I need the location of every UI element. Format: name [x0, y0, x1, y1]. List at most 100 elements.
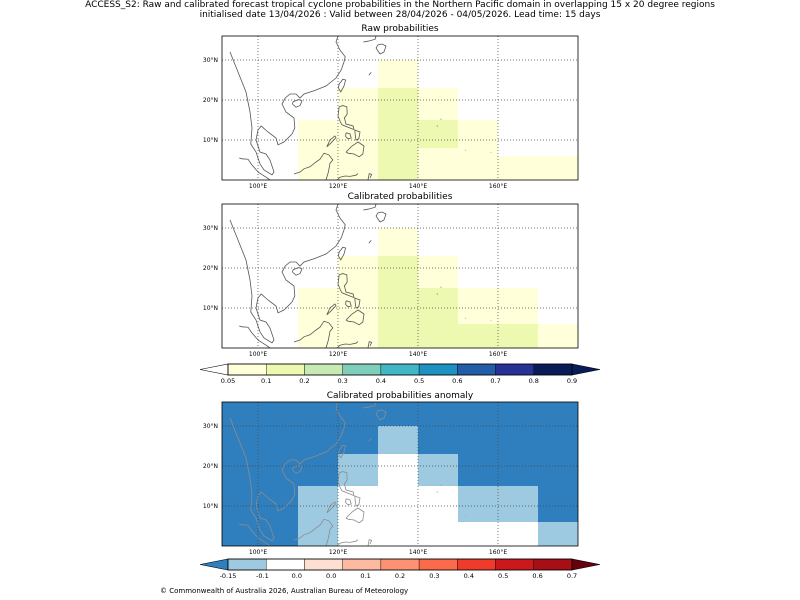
map-frame: [221, 35, 579, 181]
probability-cell: [338, 88, 378, 120]
coastline: [293, 152, 334, 180]
map-frame: [221, 401, 579, 547]
coastline: [337, 471, 355, 497]
coastline: [326, 135, 337, 148]
coastline: [363, 204, 377, 211]
colorbar-label: 0.9: [567, 377, 577, 385]
probability-cell: [538, 522, 578, 546]
coastline: [436, 125, 438, 127]
colorbar-segment: [227, 558, 267, 571]
coastline: [239, 523, 271, 546]
lon-tick-label: 120°E: [329, 183, 347, 190]
coastline: [345, 507, 365, 524]
colorbar-label: 0.1: [360, 572, 370, 580]
probability-cell: [538, 324, 578, 348]
coastline: [293, 518, 334, 546]
colorbar-under-extension: [199, 363, 229, 376]
coastline: [363, 36, 377, 43]
colorbar-label: 0.2: [299, 377, 309, 385]
coastline: [354, 495, 361, 507]
coastline: [336, 173, 359, 180]
map-panel-2: 100°E 120°E 140°E 160°E 10°N 20°N 30°N: [203, 203, 579, 358]
coastline: [368, 240, 372, 244]
colorbar-label: 0.5: [498, 572, 508, 580]
coastline: [345, 498, 352, 506]
lat-tick-label: 30°N: [203, 57, 218, 64]
colorbar-label: 0.8: [529, 377, 539, 385]
map-content: [222, 36, 578, 180]
copyright-footer: © Commonwealth of Australia 2026, Austra…: [160, 587, 409, 595]
lat-tick-label: 20°N: [203, 463, 218, 470]
coastline: [375, 211, 387, 223]
colorbar-segment: [266, 558, 305, 571]
probability-cell: [418, 120, 458, 148]
coastline: [345, 309, 365, 326]
probability-cell: [338, 454, 378, 486]
probability-cell: [378, 454, 418, 486]
probability-cell: [338, 256, 378, 288]
coastline: [239, 157, 271, 180]
colorbar-segment: [342, 363, 382, 376]
probability-cell: [298, 486, 338, 546]
map-frame: [221, 203, 579, 349]
probability-cell: [418, 256, 458, 288]
coastline: [292, 267, 303, 276]
probability-cell: [418, 148, 458, 180]
colorbar-segment: [304, 558, 343, 571]
coastline: [338, 444, 347, 459]
map-content: [222, 402, 578, 546]
coastline: [368, 72, 372, 76]
colorbar-label: 0.0: [292, 572, 302, 580]
probability-cell: [378, 228, 418, 256]
coastline: [293, 320, 334, 348]
figure-title-line1: ACCESS_S2: Raw and calibrated forecast t…: [85, 0, 715, 10]
coastline: [345, 132, 352, 140]
probability-cell: [378, 88, 418, 120]
colorbar-segment: [457, 363, 496, 376]
probability-cell: [498, 156, 578, 180]
probability-cell: [338, 288, 378, 348]
coastline: [292, 99, 303, 108]
colorbar-label: 0.2: [395, 572, 405, 580]
panel-title-calibrated: Calibrated probabilities: [347, 192, 453, 202]
coastline: [337, 105, 355, 131]
coastline: [338, 246, 347, 261]
colorbar-label: 0.6: [452, 377, 462, 385]
colorbar-anomaly: -0.15 -0.1 0.0 0.0 0.1 0.2 0.3 0.4 0.5 0.6 0.7: [199, 558, 601, 580]
colorbar-label: 0.4: [376, 377, 386, 385]
coastline: [345, 141, 365, 158]
lon-tick-label: 140°E: [409, 183, 427, 190]
lat-tick-label: 10°N: [203, 137, 218, 144]
lat-tick-label: 20°N: [203, 97, 218, 104]
coastline: [367, 173, 373, 180]
colorbar-label: 0.0: [326, 572, 336, 580]
lon-tick-label: 100°E: [249, 351, 267, 358]
coastline: [368, 438, 372, 442]
colorbar-label: 0.05: [221, 377, 235, 385]
lon-tick-label: 160°E: [489, 183, 507, 190]
colorbar-label: 0.3: [337, 377, 347, 385]
lon-tick-label: 120°E: [329, 351, 347, 358]
lon-tick-label: 160°E: [489, 549, 507, 556]
lon-tick-label: 100°E: [249, 549, 267, 556]
colorbar-label: 0.4: [464, 572, 474, 580]
map-panel-1: 100°E 120°E 140°E 160°E 10°N 20°N 30°N: [203, 35, 579, 190]
colorbar-segment: [227, 363, 267, 376]
colorbar-frame: [227, 363, 573, 376]
coastline: [375, 43, 387, 55]
coastline: [354, 129, 361, 141]
lat-tick-label: 30°N: [203, 225, 218, 232]
probability-cell: [378, 256, 418, 288]
probability-cell: [378, 60, 418, 88]
colorbar-label: 0.7: [490, 377, 500, 385]
coastline: [345, 300, 352, 308]
coastline: [436, 491, 438, 493]
panel-title-raw: Raw probabilities: [361, 24, 439, 34]
colorbar-probability: 0.05 0.1 0.2 0.3 0.4 0.5 0.6 0.7 0.8 0.9: [199, 363, 601, 385]
colorbar-segment: [418, 558, 458, 571]
lat-tick-label: 30°N: [203, 423, 218, 430]
colorbar-label: 0.7: [567, 572, 577, 580]
colorbar-segment: [418, 363, 458, 376]
coastline: [292, 465, 303, 474]
